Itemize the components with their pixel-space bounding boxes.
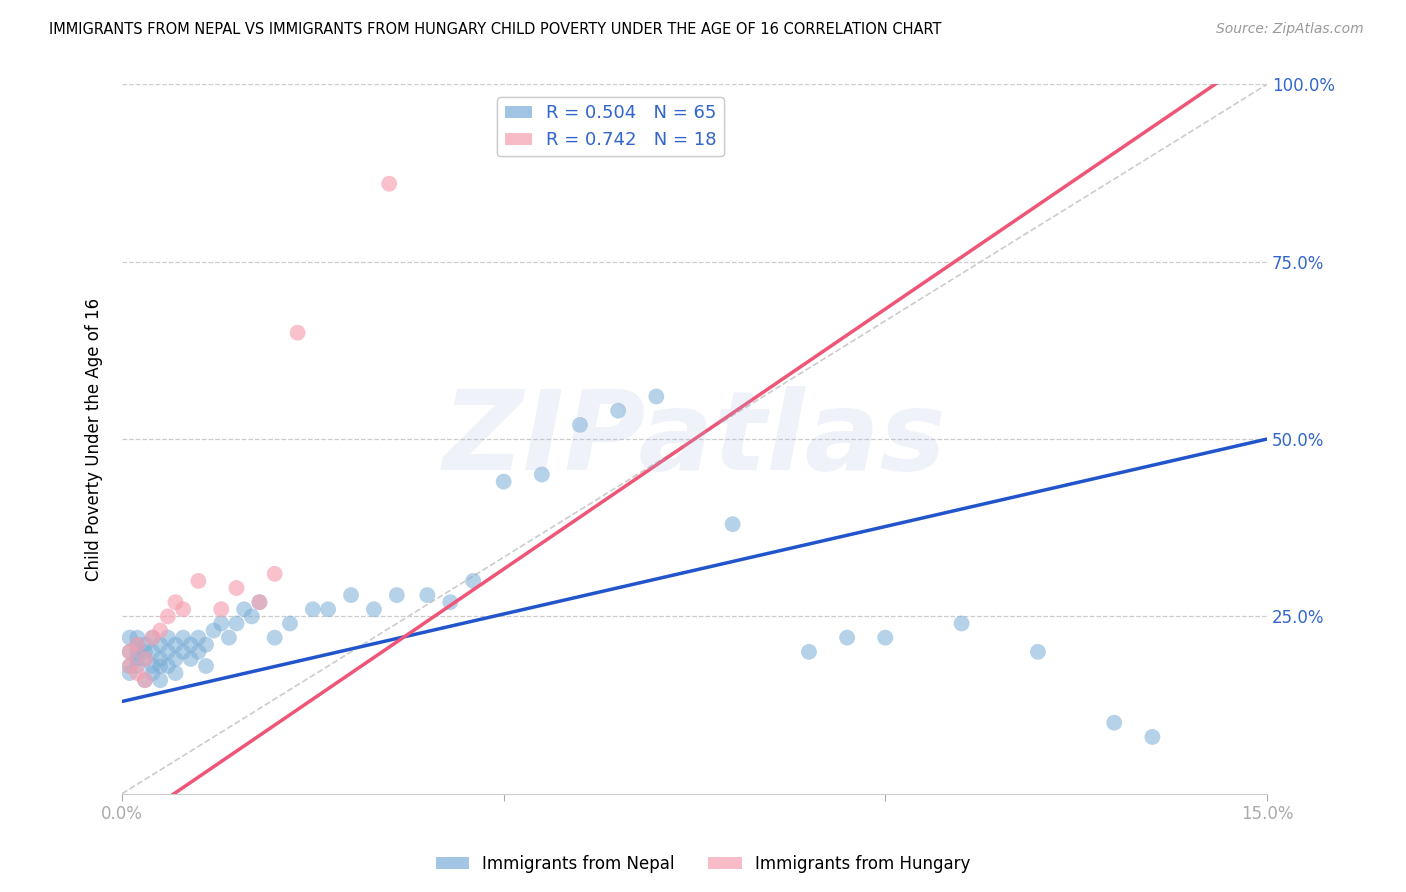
- Point: [165, 638, 187, 652]
- Point: [127, 659, 149, 673]
- Point: [385, 588, 408, 602]
- Point: [837, 631, 859, 645]
- Point: [118, 659, 141, 673]
- Point: [278, 616, 301, 631]
- Point: [172, 645, 194, 659]
- Point: [172, 602, 194, 616]
- Point: [240, 609, 263, 624]
- Point: [416, 588, 439, 602]
- Point: [209, 616, 232, 631]
- Legend: R = 0.504   N = 65, R = 0.742   N = 18: R = 0.504 N = 65, R = 0.742 N = 18: [498, 97, 724, 156]
- Point: [149, 624, 172, 638]
- Point: [127, 645, 149, 659]
- Y-axis label: Child Poverty Under the Age of 16: Child Poverty Under the Age of 16: [86, 298, 103, 581]
- Point: [645, 390, 668, 404]
- Point: [249, 595, 271, 609]
- Text: ZIPatlas: ZIPatlas: [443, 385, 946, 492]
- Point: [607, 403, 630, 417]
- Point: [180, 652, 202, 666]
- Point: [363, 602, 385, 616]
- Point: [156, 645, 179, 659]
- Point: [156, 609, 179, 624]
- Point: [218, 631, 240, 645]
- Point: [180, 638, 202, 652]
- Point: [209, 602, 232, 616]
- Point: [127, 638, 149, 652]
- Point: [156, 631, 179, 645]
- Point: [149, 638, 172, 652]
- Point: [149, 652, 172, 666]
- Point: [233, 602, 256, 616]
- Point: [134, 673, 156, 688]
- Point: [142, 659, 165, 673]
- Point: [118, 645, 141, 659]
- Text: Source: ZipAtlas.com: Source: ZipAtlas.com: [1216, 22, 1364, 37]
- Point: [202, 624, 225, 638]
- Text: IMMIGRANTS FROM NEPAL VS IMMIGRANTS FROM HUNGARY CHILD POVERTY UNDER THE AGE OF : IMMIGRANTS FROM NEPAL VS IMMIGRANTS FROM…: [49, 22, 942, 37]
- Point: [195, 638, 218, 652]
- Point: [225, 581, 247, 595]
- Point: [463, 574, 485, 588]
- Point: [340, 588, 363, 602]
- Point: [142, 631, 165, 645]
- Point: [142, 666, 165, 681]
- Point: [249, 595, 271, 609]
- Point: [127, 638, 149, 652]
- Point: [263, 566, 285, 581]
- Point: [118, 645, 141, 659]
- Point: [569, 417, 592, 432]
- Point: [225, 616, 247, 631]
- Point: [302, 602, 325, 616]
- Point: [134, 645, 156, 659]
- Point: [263, 631, 285, 645]
- Point: [156, 659, 179, 673]
- Point: [127, 631, 149, 645]
- Point: [134, 652, 156, 666]
- Point: [950, 616, 973, 631]
- Point: [118, 666, 141, 681]
- Point: [165, 666, 187, 681]
- Point: [378, 177, 401, 191]
- Point: [439, 595, 461, 609]
- Point: [287, 326, 309, 340]
- Point: [187, 645, 209, 659]
- Point: [1026, 645, 1049, 659]
- Point: [134, 638, 156, 652]
- Point: [187, 631, 209, 645]
- Point: [142, 645, 165, 659]
- Point: [172, 631, 194, 645]
- Point: [187, 574, 209, 588]
- Point: [1102, 715, 1125, 730]
- Point: [142, 631, 165, 645]
- Legend: Immigrants from Nepal, Immigrants from Hungary: Immigrants from Nepal, Immigrants from H…: [429, 848, 977, 880]
- Point: [721, 517, 744, 532]
- Point: [875, 631, 897, 645]
- Point: [316, 602, 339, 616]
- Point: [134, 673, 156, 688]
- Point: [195, 659, 218, 673]
- Point: [118, 631, 141, 645]
- Point: [1142, 730, 1164, 744]
- Point: [127, 652, 149, 666]
- Point: [149, 659, 172, 673]
- Point: [530, 467, 553, 482]
- Point: [118, 659, 141, 673]
- Point: [165, 595, 187, 609]
- Point: [165, 652, 187, 666]
- Point: [134, 652, 156, 666]
- Point: [149, 673, 172, 688]
- Point: [797, 645, 820, 659]
- Point: [492, 475, 515, 489]
- Point: [127, 666, 149, 681]
